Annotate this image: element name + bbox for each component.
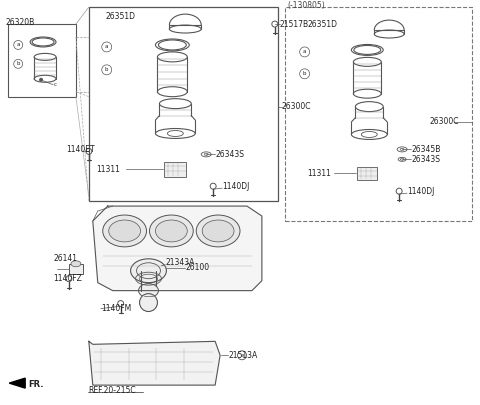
Circle shape (14, 40, 23, 49)
Text: FR.: FR. (28, 379, 44, 389)
Ellipse shape (156, 220, 187, 242)
Text: c: c (54, 82, 57, 87)
Text: 1140DJ: 1140DJ (222, 182, 250, 191)
Ellipse shape (196, 215, 240, 247)
Bar (8, 24, 76, 97)
Circle shape (39, 78, 43, 81)
Ellipse shape (131, 259, 167, 283)
Text: 26300C: 26300C (282, 102, 311, 111)
Ellipse shape (149, 215, 193, 247)
Text: 26100: 26100 (185, 263, 209, 272)
Text: (-130805): (-130805) (288, 1, 325, 10)
Polygon shape (93, 206, 262, 291)
Text: a: a (303, 49, 306, 54)
Circle shape (14, 60, 23, 68)
Bar (165, 162, 186, 177)
Text: 26343S: 26343S (215, 150, 244, 159)
Text: 1140FZ: 1140FZ (53, 274, 82, 283)
Text: b: b (303, 71, 306, 76)
Circle shape (300, 69, 310, 79)
Text: 1140DJ: 1140DJ (407, 187, 434, 196)
Text: 26345B: 26345B (411, 145, 441, 154)
Text: 21343A: 21343A (166, 258, 195, 267)
Text: 21517B: 21517B (280, 19, 309, 29)
Bar (358, 167, 377, 180)
Bar (89, 7, 278, 201)
Text: 26320B: 26320B (5, 17, 35, 27)
Bar (69, 264, 83, 274)
Text: a: a (105, 45, 108, 49)
Text: 26141: 26141 (53, 254, 77, 263)
Ellipse shape (71, 261, 81, 267)
Text: 26300C: 26300C (429, 117, 459, 126)
Ellipse shape (108, 220, 141, 242)
Polygon shape (89, 341, 220, 385)
Ellipse shape (140, 294, 157, 311)
Text: REF.20-215C: REF.20-215C (88, 386, 135, 394)
Text: 26343S: 26343S (411, 155, 440, 164)
Text: 1140ET: 1140ET (66, 145, 95, 154)
Text: 26351D: 26351D (308, 19, 337, 29)
Text: 26351D: 26351D (106, 12, 136, 21)
Ellipse shape (103, 215, 146, 247)
Circle shape (300, 47, 310, 57)
Text: 11311: 11311 (96, 165, 120, 174)
Text: b: b (105, 67, 108, 72)
Polygon shape (9, 378, 25, 388)
Circle shape (102, 65, 112, 75)
Text: 1140FM: 1140FM (101, 304, 131, 313)
Text: e: e (240, 353, 244, 358)
Text: 11311: 11311 (308, 169, 332, 178)
Circle shape (102, 42, 112, 52)
Text: b: b (16, 61, 20, 66)
Ellipse shape (202, 220, 234, 242)
Bar (285, 7, 472, 221)
Ellipse shape (139, 284, 158, 298)
Text: 21513A: 21513A (228, 351, 257, 360)
Text: a: a (16, 43, 20, 47)
